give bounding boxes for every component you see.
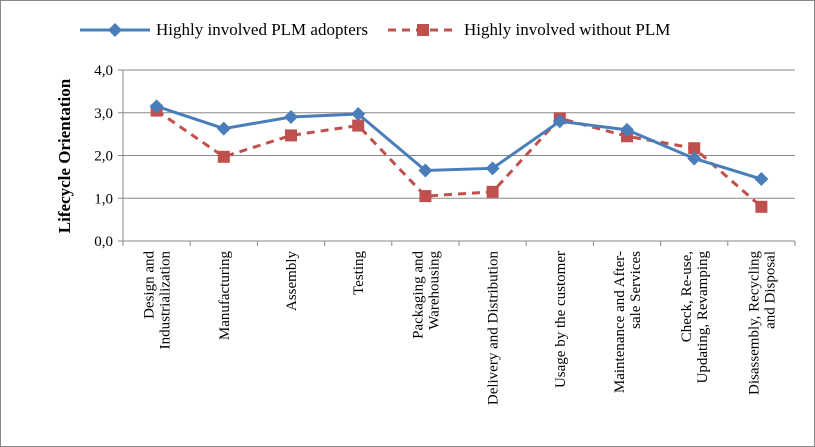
data-point (485, 161, 500, 176)
series (149, 99, 769, 187)
legend-label: Highly involved without PLM (464, 20, 670, 39)
x-tick-label: Testing (351, 251, 367, 295)
x-tick-label: Packaging andWarehousing (410, 251, 442, 339)
data-point (620, 122, 634, 137)
data-point (755, 200, 768, 213)
series-line (156, 104, 762, 181)
y-tick-label: 4,0 (94, 63, 113, 79)
y-axis-label: Lifecycle Orientation (55, 78, 74, 233)
legend-marker (108, 23, 122, 37)
data-point (754, 172, 769, 187)
y-tick-label: 0,0 (94, 234, 113, 250)
x-tick-label: Delivery and Distribution (486, 251, 502, 406)
legend-marker (417, 24, 430, 36)
x-tick-label: Design andIndustrialization (142, 251, 174, 350)
y-tick-label: 2,0 (94, 149, 113, 165)
x-tick-label: Assembly (284, 251, 300, 312)
x-tick-label: Usage by the customer (553, 251, 569, 388)
x-tick-label: Disassembly, Recyclingand Disposal (746, 251, 778, 396)
data-point (688, 142, 701, 155)
data-point (552, 114, 567, 129)
data-point (284, 110, 298, 125)
data-point (486, 185, 499, 198)
legend-label: Highly involved PLM adopters (156, 20, 368, 39)
data-point (216, 121, 231, 136)
data-point (351, 107, 366, 122)
y-tick-label: 1,0 (94, 191, 113, 207)
data-point (418, 163, 433, 178)
data-point (352, 119, 365, 132)
data-point (419, 190, 432, 203)
y-tick-label: 3,0 (94, 106, 113, 122)
data-point (149, 99, 164, 114)
data-point (285, 129, 297, 142)
series-line (155, 109, 763, 208)
x-tick-label: Check, Re-use,Updating, Revamping (679, 251, 711, 384)
data-point (687, 151, 702, 166)
x-tick-label: Maintenance and After-sale Services (612, 251, 644, 393)
x-tick-label: Manufacturing (217, 251, 233, 341)
data-point (217, 150, 230, 163)
